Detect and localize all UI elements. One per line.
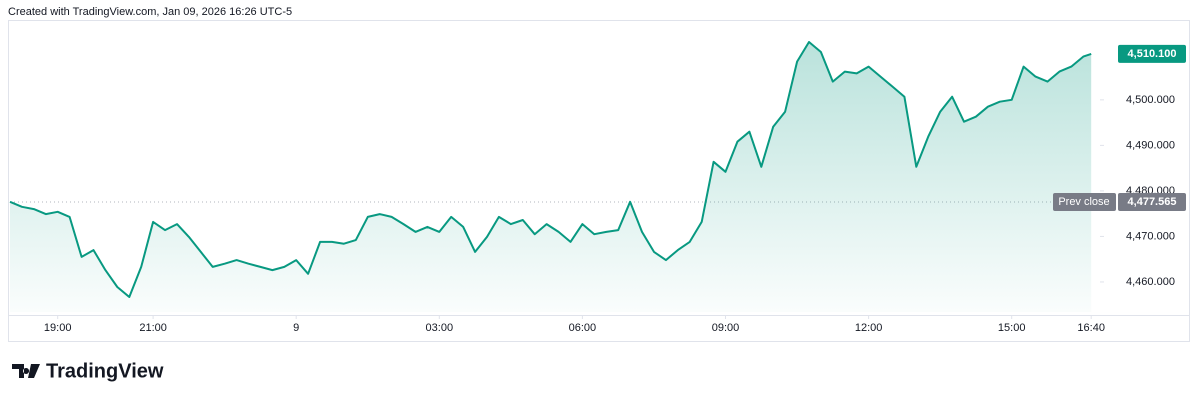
x-tick-label: 9 bbox=[293, 322, 299, 334]
x-tick-label: 09:00 bbox=[712, 322, 740, 334]
brand: TradingView bbox=[46, 360, 164, 382]
x-tick-label: 15:00 bbox=[998, 322, 1026, 334]
area-fill bbox=[10, 42, 1092, 312]
last-price-label: 4,510.100 bbox=[1128, 48, 1177, 60]
x-tick-label: 21:00 bbox=[139, 322, 167, 334]
x-tick-label: 16:40 bbox=[1077, 322, 1105, 334]
prev-close-label: 4,477.565 bbox=[1128, 196, 1177, 208]
y-tick-label: 4,500.000 bbox=[1126, 94, 1175, 106]
price-line bbox=[9, 41, 1092, 298]
prev-close-name: Prev close bbox=[1058, 196, 1109, 208]
y-tick-label: 4,460.000 bbox=[1126, 276, 1175, 288]
x-tick-label: 12:00 bbox=[855, 322, 883, 334]
credit: Created with TradingView.com, Jan 09, 20… bbox=[8, 6, 292, 18]
x-tick-label: 03:00 bbox=[426, 322, 454, 334]
y-tick-label: 4,490.000 bbox=[1126, 139, 1175, 151]
last-price-tag bbox=[1118, 44, 1186, 63]
x-tick-label: 06:00 bbox=[569, 322, 597, 334]
x-tick-label: 19:00 bbox=[44, 322, 72, 334]
prev-close-tag bbox=[1118, 192, 1186, 211]
brand-logo bbox=[12, 364, 40, 378]
frame bbox=[8, 20, 1190, 342]
prev-close-name-tag bbox=[1053, 192, 1116, 211]
y-tick-label: 4,470.000 bbox=[1126, 230, 1175, 242]
